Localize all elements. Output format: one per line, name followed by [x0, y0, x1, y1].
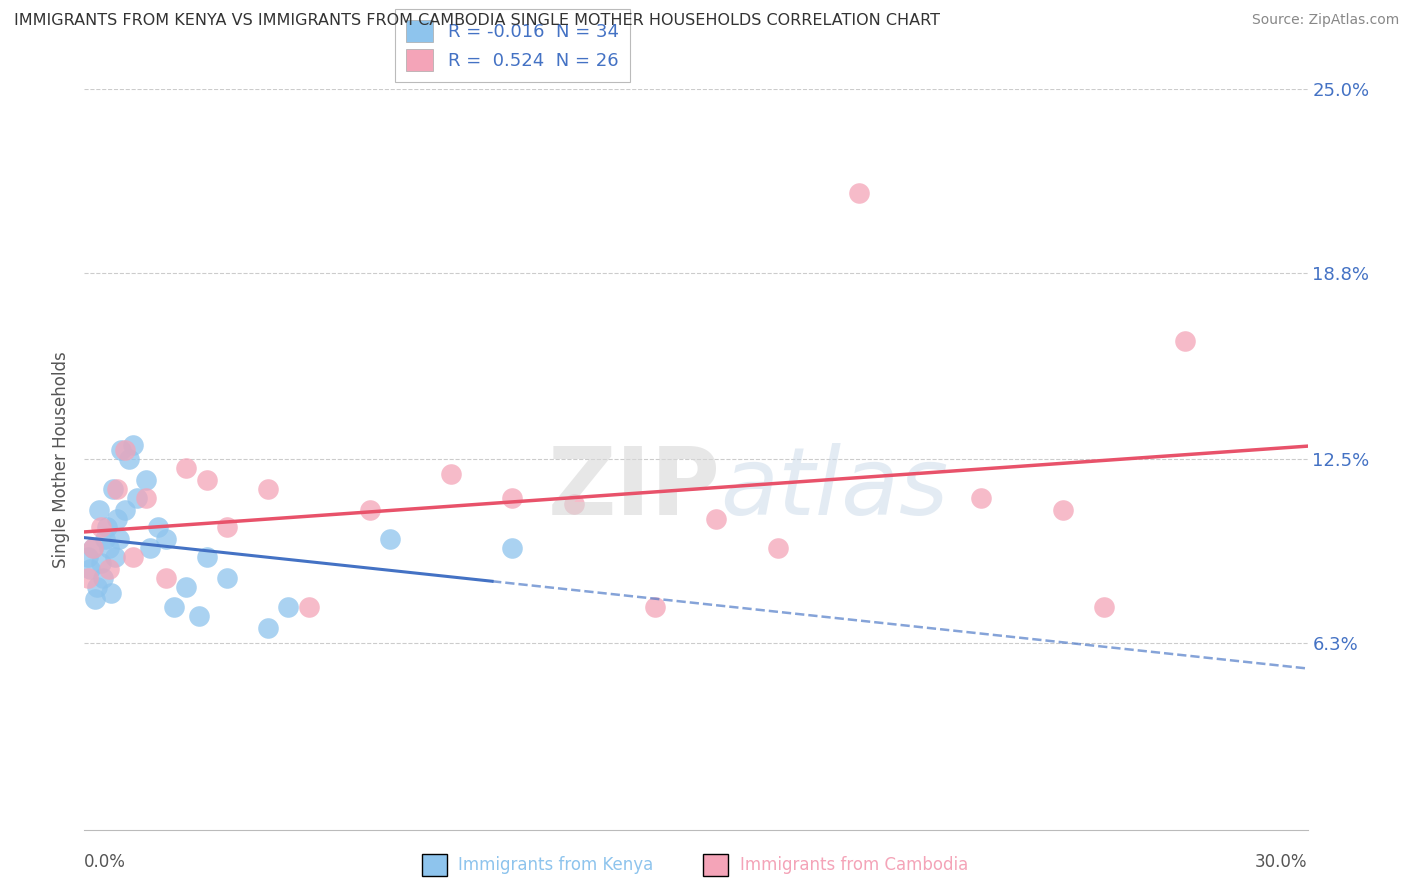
Point	[706, 511, 728, 525]
Text: 0.0%: 0.0%	[84, 854, 127, 871]
Text: Source: ZipAtlas.com: Source: ZipAtlas.com	[1251, 13, 1399, 28]
Point	[163, 600, 186, 615]
Text: Immigrants from Cambodia: Immigrants from Cambodia	[740, 855, 967, 874]
Point	[970, 491, 993, 505]
Point	[440, 467, 463, 482]
Point	[108, 533, 131, 547]
Point	[122, 550, 145, 565]
Point	[257, 482, 280, 496]
Point	[97, 541, 120, 556]
Point	[155, 571, 177, 585]
Point	[86, 580, 108, 594]
Point	[90, 556, 112, 570]
Point	[105, 482, 128, 496]
Point	[105, 511, 128, 525]
Point	[83, 591, 105, 606]
Point	[187, 609, 209, 624]
Point	[502, 491, 524, 505]
Text: IMMIGRANTS FROM KENYA VS IMMIGRANTS FROM CAMBODIA SINGLE MOTHER HOUSEHOLDS CORRE: IMMIGRANTS FROM KENYA VS IMMIGRANTS FROM…	[14, 13, 941, 29]
Point	[90, 520, 112, 534]
Point	[79, 562, 101, 576]
Legend: R = -0.016  N = 34, R =  0.524  N = 26: R = -0.016 N = 34, R = 0.524 N = 26	[395, 10, 630, 82]
Point	[174, 580, 197, 594]
Point	[298, 600, 321, 615]
Point	[217, 520, 239, 534]
Point	[257, 621, 280, 635]
Text: 30.0%: 30.0%	[1256, 854, 1308, 871]
Point	[1092, 600, 1115, 615]
Point	[380, 533, 402, 547]
Point	[96, 520, 118, 534]
Point	[77, 550, 100, 565]
Point	[127, 491, 149, 505]
Text: atlas: atlas	[720, 443, 949, 534]
Point	[114, 443, 136, 458]
Text: Immigrants from Kenya: Immigrants from Kenya	[458, 855, 654, 874]
Point	[77, 571, 100, 585]
Point	[82, 541, 104, 556]
Point	[110, 443, 132, 458]
Point	[122, 437, 145, 451]
Point	[135, 473, 157, 487]
Point	[97, 562, 120, 576]
Point	[138, 541, 160, 556]
Point	[195, 550, 218, 565]
Point	[155, 533, 177, 547]
Point	[100, 585, 122, 599]
Point	[93, 533, 115, 547]
Text: ZIP: ZIP	[547, 443, 720, 535]
Point	[502, 541, 524, 556]
Point	[82, 541, 104, 556]
Y-axis label: Single Mother Households: Single Mother Households	[52, 351, 70, 567]
Point	[135, 491, 157, 505]
Point	[359, 502, 381, 516]
Point	[101, 482, 124, 496]
Point	[118, 452, 141, 467]
Point	[1174, 334, 1197, 348]
Point	[848, 186, 870, 200]
Point	[195, 473, 218, 487]
Point	[87, 502, 110, 516]
Point	[114, 502, 136, 516]
Point	[217, 571, 239, 585]
Point	[174, 461, 197, 475]
Point	[146, 520, 169, 534]
Point	[91, 571, 114, 585]
Point	[644, 600, 666, 615]
Point	[562, 497, 585, 511]
Point	[104, 550, 127, 565]
Point	[766, 541, 789, 556]
Point	[277, 600, 299, 615]
Point	[1052, 502, 1074, 516]
